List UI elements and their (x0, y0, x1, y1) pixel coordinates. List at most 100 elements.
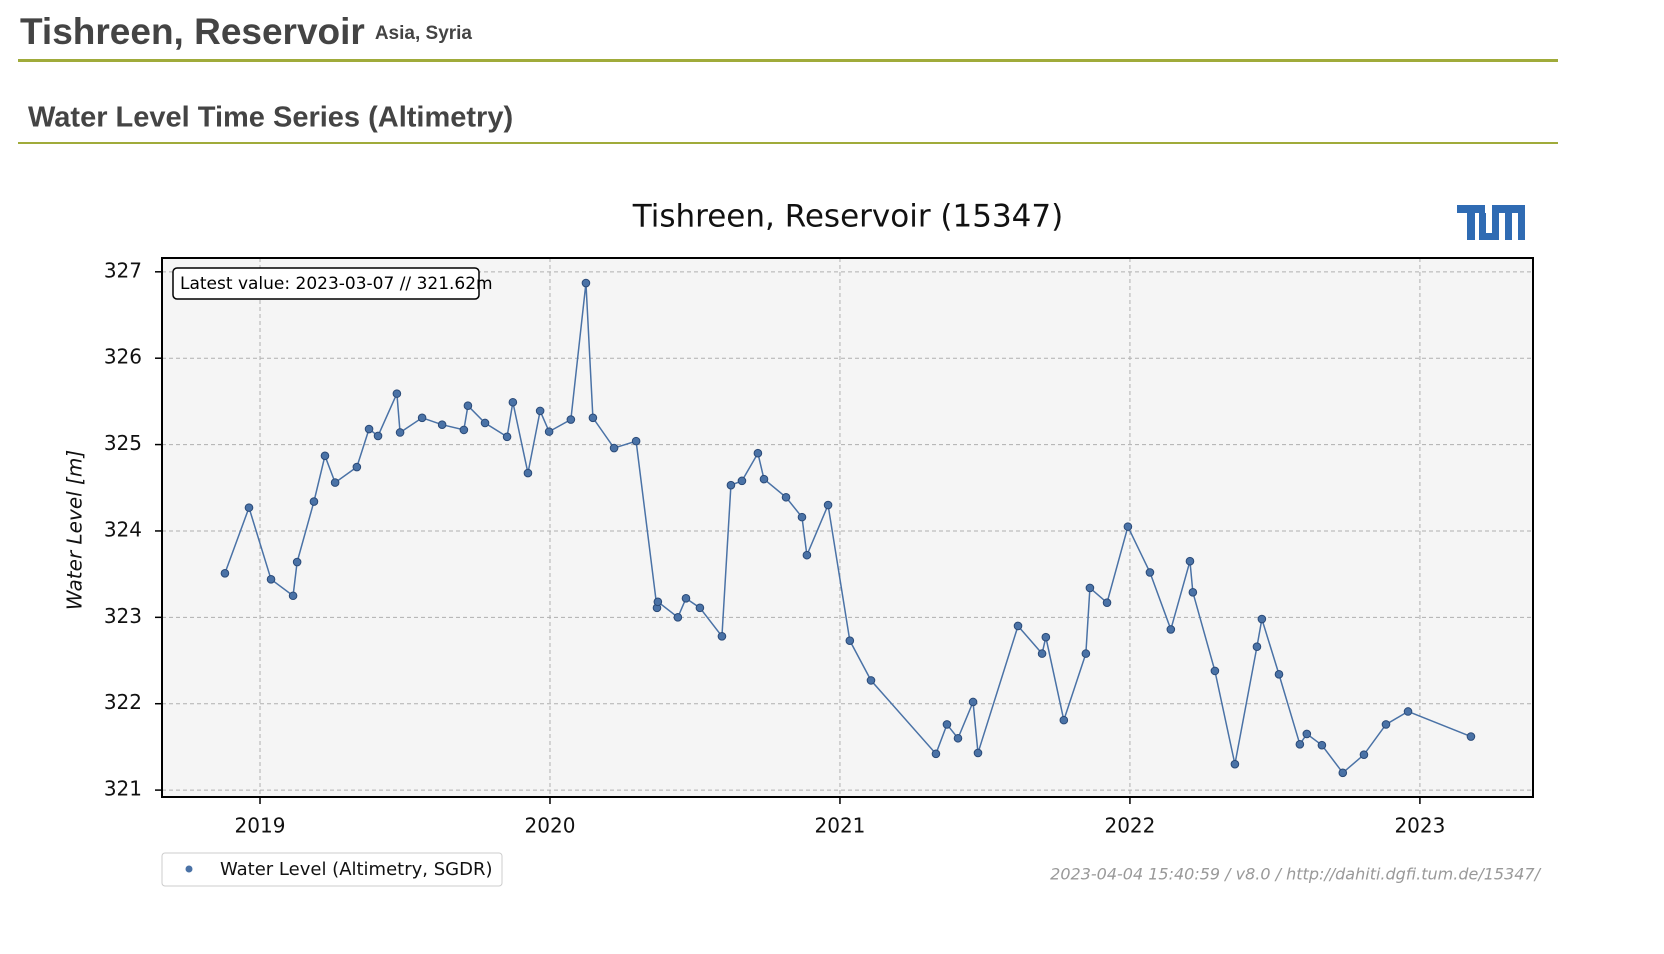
data-point (309, 497, 319, 506)
data-point (523, 468, 533, 478)
data-point (1041, 632, 1051, 642)
title: Tishreen, Reservoir (20, 11, 365, 52)
annotation-box (172, 267, 480, 300)
data-point (737, 476, 747, 486)
data-point (392, 389, 402, 398)
data-point (244, 503, 254, 512)
y-tick-label: 324 (104, 517, 142, 541)
data-point (1123, 522, 1133, 531)
data-point (566, 415, 576, 424)
data-point (866, 676, 876, 685)
y-axis-label: Water Level [m] (63, 450, 87, 610)
y-tick-label: 322 (104, 690, 142, 714)
x-tick-label: 2023 (1394, 814, 1445, 838)
data-point (544, 427, 554, 436)
data-point (1037, 649, 1047, 658)
data-point (288, 591, 298, 601)
data-point (1188, 587, 1198, 597)
data-point (292, 557, 302, 567)
data-point (942, 720, 952, 729)
data-point (1381, 720, 1391, 729)
data-point (631, 436, 641, 446)
data-point (535, 406, 545, 416)
data-point (1013, 621, 1023, 631)
data-point (1145, 568, 1155, 577)
data-point (1059, 715, 1069, 725)
data-point (417, 413, 427, 423)
data-point (1257, 614, 1267, 624)
data-point (609, 443, 619, 453)
data-point (823, 500, 833, 510)
data-point (673, 613, 683, 622)
data-point (781, 492, 791, 502)
data-point (373, 431, 383, 441)
data-point (717, 632, 727, 641)
y-tick-label: 321 (104, 777, 142, 801)
data-point (759, 474, 769, 484)
data-point (695, 603, 705, 613)
data-point (364, 424, 374, 434)
data-point (1085, 583, 1095, 593)
footer: 2023-04-04 15:40:59 / v8.0 / http://dahi… (1050, 865, 1541, 884)
data-point (502, 432, 512, 442)
data-point (1302, 729, 1312, 739)
legend-box (161, 852, 503, 887)
data-point (1102, 598, 1112, 607)
data-point (437, 420, 447, 430)
logo (1457, 205, 1525, 240)
plot-frame (161, 257, 1534, 798)
data-point (1081, 649, 1091, 658)
annotation: Latest value: 2023-03-07 // 321.62m (180, 274, 493, 294)
data-point (845, 636, 855, 645)
y-tick-label: 327 (104, 258, 142, 282)
data-point (753, 448, 763, 458)
x-tick-label: 2020 (525, 814, 576, 838)
data-point (1317, 740, 1327, 750)
data-point (480, 418, 490, 428)
data-point (653, 597, 663, 607)
data-point (1252, 642, 1262, 652)
x-tick-label: 2021 (815, 814, 866, 838)
page-title: Tishreen, Reservoir Asia, Syria (20, 11, 472, 52)
data-point (266, 575, 276, 584)
data-point (1403, 707, 1413, 716)
data-point (1210, 666, 1220, 676)
data-point (1274, 670, 1284, 679)
data-point (802, 550, 812, 560)
data-point (1230, 759, 1240, 769)
x-tick-label: 2019 (235, 814, 286, 838)
data-point (1185, 556, 1195, 566)
data-point (220, 568, 230, 578)
data-point (681, 594, 691, 603)
data-point (953, 733, 963, 743)
plot-area (162, 258, 1533, 797)
section-title: Water Level Time Series (Altimetry) (28, 102, 513, 134)
data-point (588, 413, 598, 423)
subtitle: Asia, Syria (375, 23, 473, 44)
data-point (726, 480, 736, 490)
header-rule (18, 59, 1558, 62)
data-point (1338, 768, 1348, 778)
y-tick-label: 325 (104, 431, 142, 455)
y-tick-label: 323 (104, 604, 142, 628)
data-point (1295, 740, 1305, 749)
y-tick-label: 326 (104, 345, 142, 369)
data-point (931, 749, 941, 759)
data-point (1166, 625, 1176, 634)
data-point (508, 397, 518, 407)
chart-title: Tishreen, Reservoir (15347) (632, 199, 1063, 235)
data-point (797, 512, 807, 522)
data-point (463, 401, 473, 411)
data-point (459, 425, 469, 435)
plot (162, 258, 1533, 797)
data-point (395, 428, 405, 437)
x-tick-label: 2022 (1104, 814, 1155, 838)
section-rule (18, 142, 1558, 144)
data-line (224, 282, 1472, 774)
data-point (1359, 750, 1369, 759)
data-point (973, 748, 983, 758)
data-point (330, 478, 340, 487)
legend-marker (185, 865, 193, 873)
